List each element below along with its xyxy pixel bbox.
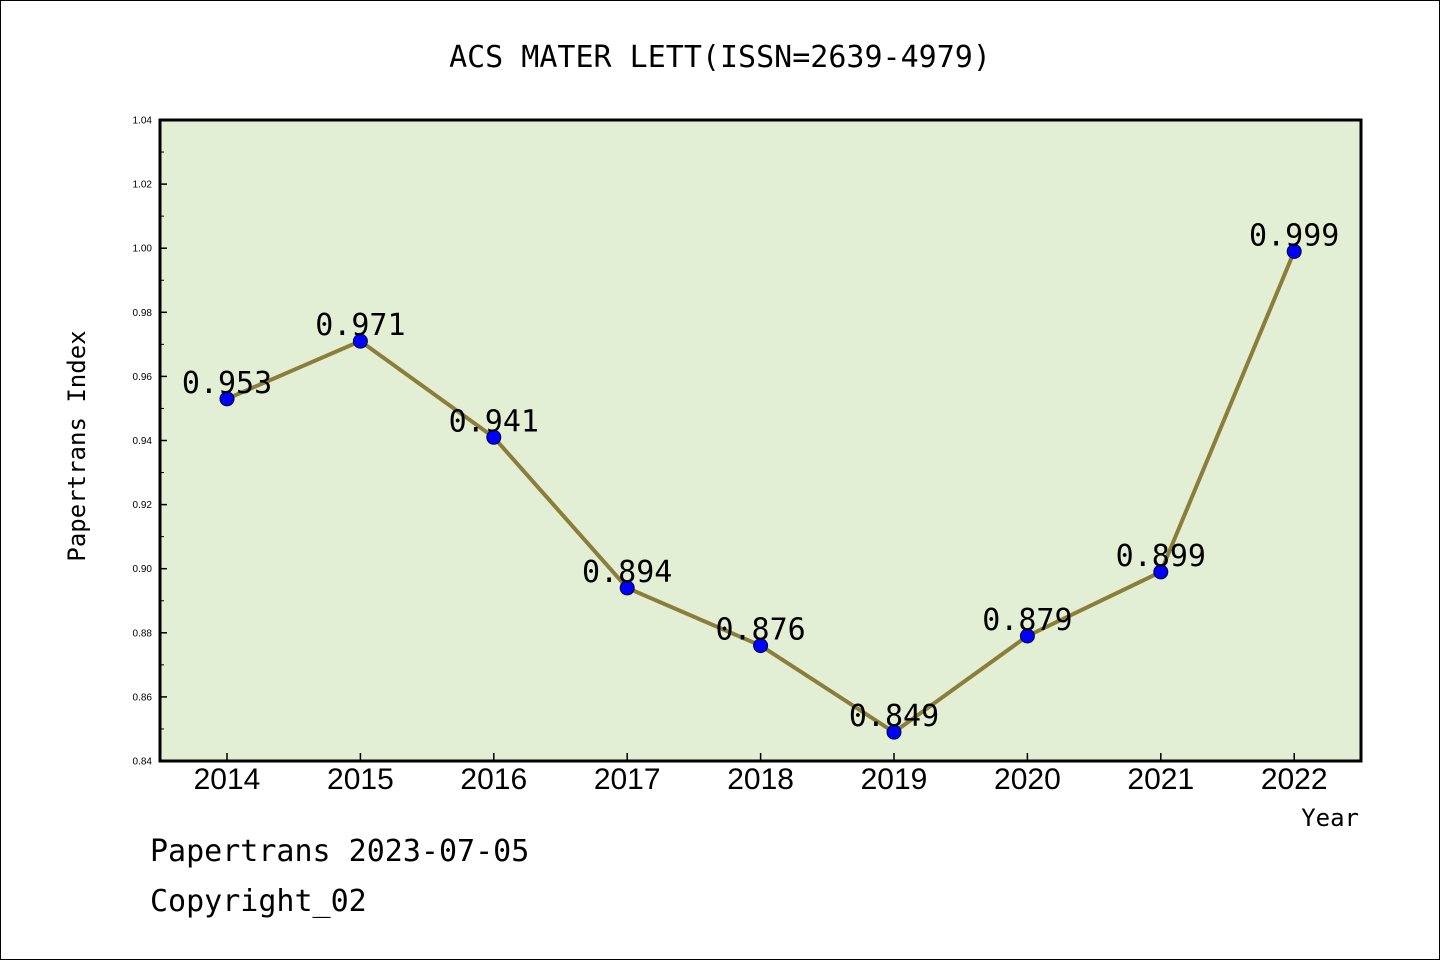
plot-border [158, 118, 1363, 763]
x-tick-label: 2016 [460, 763, 527, 796]
x-axis-label: Year [1301, 804, 1359, 832]
y-tick-label: 0.98 [133, 308, 153, 319]
data-markers [219, 243, 1302, 740]
data-point [219, 391, 235, 407]
y-tick-label: 0.90 [133, 564, 153, 575]
data-label: 0.894 [582, 555, 672, 590]
y-tick-label: 0.94 [133, 436, 153, 447]
x-tick-label: 2018 [727, 763, 794, 796]
footer-copyright-text: Copyright_02 [150, 884, 367, 919]
data-label: 0.999 [1249, 218, 1339, 253]
x-tick-label: 2019 [861, 763, 928, 796]
data-point [886, 724, 902, 740]
y-tick-label: 0.88 [133, 628, 153, 639]
x-tick-label: 2022 [1261, 763, 1328, 796]
data-point [486, 429, 502, 445]
data-label: 0.899 [1116, 539, 1206, 574]
plot-area [160, 120, 1361, 761]
y-tick-label: 0.84 [133, 757, 153, 768]
data-label: 0.876 [715, 613, 805, 648]
x-tick-label: 2020 [994, 763, 1061, 796]
y-tick-label: 1.02 [133, 180, 153, 191]
data-label: 0.941 [449, 404, 539, 439]
data-point [1286, 243, 1302, 259]
x-axis: 2014 2015 2016 2017 2018 2019 2020 2021 2022 [194, 753, 1328, 796]
data-label: 0.879 [982, 603, 1072, 638]
data-point [1019, 628, 1035, 644]
data-label: 0.971 [315, 308, 405, 343]
x-tick-label: 2021 [1127, 763, 1194, 796]
y-axis: 0.84 0.86 0.88 0.90 0.92 0.94 0.96 0.98 1.00 1.02… [133, 116, 167, 768]
data-labels: 0.953 0.971 0.941 0.894 0.876 0.849 0.879 0.899… [182, 218, 1340, 734]
x-tick-label: 2015 [327, 763, 394, 796]
data-point [1153, 564, 1169, 580]
data-point [352, 333, 368, 349]
data-point [619, 580, 635, 596]
chart-title: ACS MATER LETT(ISSN=2639-4979) [449, 40, 991, 75]
x-tick-label: 2017 [594, 763, 661, 796]
x-tick-label: 2014 [194, 763, 261, 796]
footer-date-text: Papertrans 2023-07-05 [150, 834, 530, 869]
y-tick-label: 0.86 [133, 692, 153, 703]
y-tick-label: 0.96 [133, 372, 153, 383]
data-label: 0.849 [849, 699, 939, 734]
data-label: 0.953 [182, 366, 272, 401]
data-point [753, 638, 769, 654]
y-tick-label: 0.92 [133, 500, 153, 511]
y-tick-label: 1.04 [133, 116, 153, 127]
y-tick-label: 1.00 [133, 244, 153, 255]
y-axis-label: Papertrans Index [63, 330, 91, 561]
